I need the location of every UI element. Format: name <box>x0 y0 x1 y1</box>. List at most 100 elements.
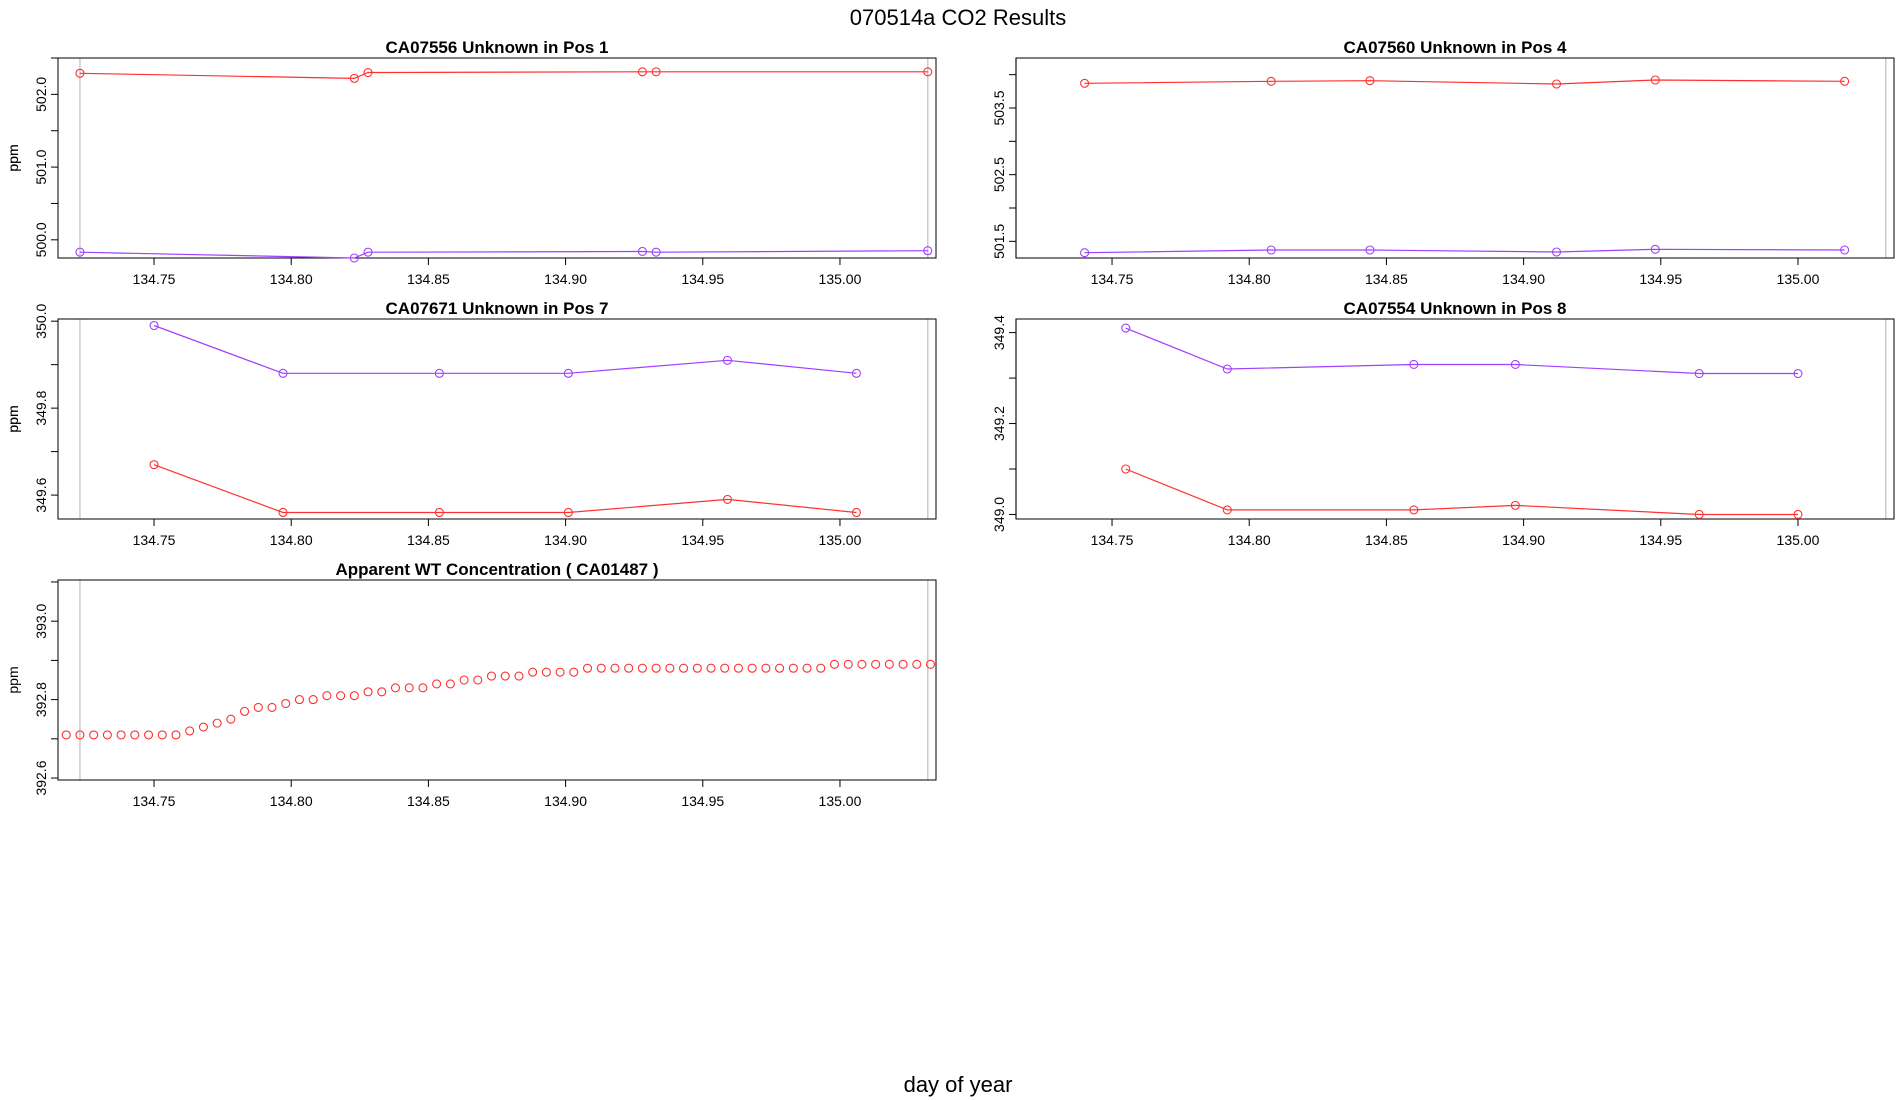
y-axis-label: ppm <box>5 144 21 171</box>
data-point <box>1793 509 1803 520</box>
series-2 <box>1080 244 1850 258</box>
data-point <box>75 247 85 257</box>
y-tick-label: 392.6 <box>33 760 49 795</box>
data-point <box>486 671 497 681</box>
data-point <box>240 706 250 716</box>
x-tick-label: 134.75 <box>133 793 176 809</box>
y-axis-label: ppm <box>5 405 21 432</box>
data-point <box>226 714 236 724</box>
figure-title: 070514a CO2 Results <box>850 5 1066 30</box>
data-point <box>851 368 861 378</box>
x-tick-label: 134.95 <box>1639 271 1682 287</box>
data-point <box>912 659 922 669</box>
x-tick-label: 134.80 <box>270 271 313 287</box>
data-point <box>624 663 634 673</box>
y-tick-label: 501.0 <box>33 149 49 184</box>
data-point <box>871 659 881 669</box>
panel-title: CA07554 Unknown in Pos 8 <box>1344 299 1567 318</box>
data-point <box>596 663 606 673</box>
data-point <box>1840 245 1850 255</box>
data-point <box>563 507 573 518</box>
x-tick-label: 135.00 <box>819 271 862 287</box>
data-point <box>610 663 620 673</box>
data-point <box>149 460 159 470</box>
data-point <box>61 730 71 740</box>
data-point <box>349 691 359 701</box>
y-axis-label: ppm <box>5 405 21 432</box>
data-point <box>514 671 524 681</box>
series-line <box>1125 468 1798 516</box>
x-tick-label: 135.00 <box>1777 271 1820 287</box>
x-tick-label: 134.80 <box>1228 532 1271 548</box>
data-point <box>1510 359 1520 370</box>
data-point <box>185 726 195 736</box>
data-point <box>253 702 263 713</box>
data-point <box>923 246 933 256</box>
panel-1: CA07556 Unknown in Pos 1 ppm 134.75 134.80 1… <box>5 38 937 287</box>
y-tick-label: 503.5 <box>991 90 1007 125</box>
x-tick-label: 134.80 <box>270 532 313 548</box>
plot-frame <box>57 318 937 520</box>
data-point <box>349 73 359 83</box>
data-point <box>75 68 85 78</box>
series-line <box>79 71 928 80</box>
data-point <box>116 730 126 740</box>
x-tick-label: 134.95 <box>681 271 724 287</box>
data-point <box>1409 505 1419 515</box>
data-point <box>747 663 757 673</box>
x-tick-label: 134.90 <box>1502 271 1545 287</box>
data-point <box>1409 359 1419 370</box>
data-point <box>637 663 647 673</box>
data-point <box>143 730 154 740</box>
data-point <box>322 691 332 701</box>
x-tick-label: 134.95 <box>681 532 724 548</box>
series-line <box>1084 248 1845 254</box>
data-point <box>665 663 675 673</box>
y-tick-label: 349.8 <box>33 390 49 425</box>
data-point <box>528 667 538 677</box>
data-point <box>267 702 277 713</box>
data-point <box>851 507 861 518</box>
data-point <box>1121 464 1131 474</box>
data-point <box>637 67 647 77</box>
data-point <box>816 663 826 673</box>
x-tick-label: 134.75 <box>133 271 176 287</box>
x-tick-label: 134.75 <box>1091 271 1134 287</box>
data-point <box>377 687 387 697</box>
x-tick-label: 134.90 <box>1502 532 1545 548</box>
data-point <box>761 663 771 673</box>
data-point <box>75 730 85 740</box>
plot-frame <box>57 57 937 259</box>
data-point <box>473 675 483 685</box>
data-point <box>1266 245 1276 255</box>
data-point <box>1551 79 1562 89</box>
data-point <box>1840 76 1850 86</box>
data-point <box>857 659 867 669</box>
series-2 <box>149 460 861 518</box>
data-point <box>706 663 716 673</box>
data-point <box>582 663 593 673</box>
data-point <box>1080 78 1090 88</box>
data-point <box>1080 248 1090 258</box>
x-tick-label: 135.00 <box>819 793 862 809</box>
data-point <box>294 695 305 705</box>
data-point <box>418 683 428 693</box>
figure-xlabel: day of year <box>904 1072 1013 1097</box>
series-line <box>153 324 857 374</box>
data-point <box>281 698 291 709</box>
data-point <box>434 368 444 378</box>
panel-title: CA07560 Unknown in Pos 4 <box>1344 38 1567 57</box>
data-point <box>363 67 373 78</box>
data-point <box>637 246 647 257</box>
y-tick-label: 393.0 <box>33 603 49 638</box>
data-point <box>1266 76 1276 86</box>
y-tick-label: 502.5 <box>991 157 1007 192</box>
y-tick-label: 349.6 <box>33 477 49 512</box>
y-tick-label: 501.5 <box>991 224 1007 259</box>
plot-frame <box>1015 57 1895 259</box>
data-point <box>445 679 455 689</box>
data-point <box>1694 509 1704 520</box>
data-point <box>102 730 112 740</box>
data-point <box>1551 247 1562 257</box>
x-tick-label: 135.00 <box>1777 532 1820 548</box>
